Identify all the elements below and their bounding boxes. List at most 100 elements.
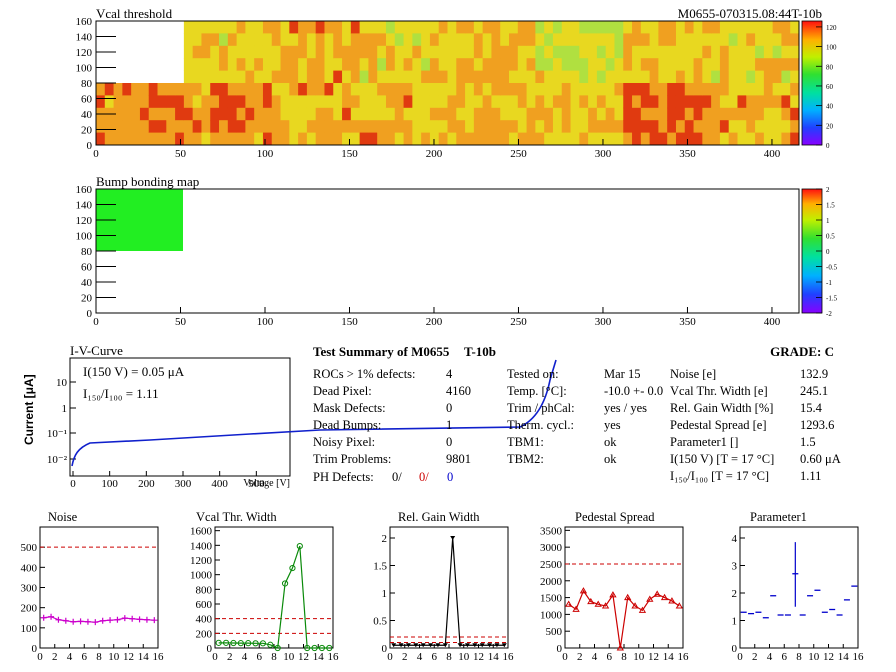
vcal-map-cell bbox=[579, 95, 589, 109]
vcal-map-cell bbox=[588, 83, 598, 96]
vcal-map-cell bbox=[684, 95, 694, 109]
vcal-map-cell bbox=[262, 33, 273, 47]
vcal-map-cell bbox=[438, 132, 448, 146]
vcal-map-cell bbox=[342, 107, 352, 121]
vcal-map-x-tick-label: 350 bbox=[679, 148, 696, 160]
roc-plot-point bbox=[215, 639, 222, 646]
vcal-map-cell bbox=[535, 83, 545, 96]
vcal-map-cell bbox=[324, 21, 334, 34]
bump-map-x-tick-label: 350 bbox=[679, 316, 696, 328]
vcal-map-cell bbox=[219, 83, 229, 96]
vcal-map-cell bbox=[385, 70, 396, 84]
vcal-map-cell bbox=[368, 107, 378, 121]
vcal-map-cell bbox=[280, 95, 290, 109]
vcal-map-cell bbox=[473, 58, 484, 71]
roc-plot-y-tick-label: 2500 bbox=[540, 559, 563, 571]
vcal-map-cell bbox=[113, 132, 123, 146]
vcal-map-cell bbox=[772, 132, 782, 146]
vcal-map-cell bbox=[131, 107, 141, 121]
roc-plot-y-tick-label: 300 bbox=[21, 583, 38, 595]
roc-plot-point bbox=[624, 593, 632, 601]
vcal-map-cell bbox=[122, 120, 132, 133]
vcal-map-cell bbox=[491, 21, 501, 34]
vcal-map-cell bbox=[148, 132, 158, 146]
vcal-map-cell bbox=[623, 107, 633, 121]
vcal-map-cell bbox=[667, 132, 677, 146]
vcal-map-cell bbox=[254, 70, 264, 84]
vcal-map-cell bbox=[693, 132, 703, 146]
vcal-map-cell bbox=[306, 132, 317, 146]
roc-plot-x-tick-label: 10 bbox=[633, 651, 645, 663]
vcal-map-cell bbox=[245, 58, 255, 71]
roc-plot-point bbox=[464, 643, 470, 648]
vcal-map-cell bbox=[447, 21, 457, 34]
vcal-map-cell bbox=[157, 132, 167, 146]
vcal-map-cell bbox=[702, 83, 712, 96]
vcal-map-cell bbox=[491, 120, 501, 133]
roc-plot-series-line bbox=[393, 537, 505, 646]
vcal-map-cell bbox=[614, 21, 624, 34]
vcal-map-cell bbox=[561, 58, 571, 71]
vcal-map-cell bbox=[763, 83, 774, 96]
vcal-map-cell bbox=[377, 132, 387, 146]
roc-plot-point bbox=[114, 616, 121, 623]
roc-plot-point bbox=[450, 536, 456, 540]
vcal-map-cell bbox=[517, 107, 527, 121]
vcal-map-cell bbox=[298, 83, 308, 96]
vcal-map-cell bbox=[623, 120, 633, 133]
vcal-map-cell bbox=[561, 21, 571, 34]
vcal-map-cell bbox=[588, 132, 598, 146]
bump-map-frame bbox=[95, 188, 800, 314]
vcal-map-cell bbox=[702, 107, 712, 121]
vcal-map-cell bbox=[614, 95, 624, 109]
vcal-map-cell bbox=[561, 120, 571, 133]
vcal-map-cell bbox=[139, 83, 150, 96]
vcal-map-cell bbox=[623, 95, 633, 109]
vcal-map-cell bbox=[719, 132, 730, 146]
vcal-map-cell bbox=[148, 107, 158, 121]
vcal-map-cell bbox=[254, 132, 264, 146]
vcal-map-cell bbox=[772, 95, 782, 109]
vcal-map-cell bbox=[429, 21, 440, 34]
vcal-map-cell bbox=[517, 33, 527, 47]
vcal-map-cell bbox=[183, 107, 194, 121]
vcal-map-cell bbox=[262, 132, 273, 146]
vcal-map-cell bbox=[552, 33, 563, 47]
roc-plot-point bbox=[84, 618, 91, 625]
vcal-map-cell bbox=[298, 107, 308, 121]
vcal-map-cell bbox=[640, 21, 651, 34]
roc-plot-x-tick-label: 14 bbox=[663, 651, 675, 663]
roc-plot-y-tick-label: 200 bbox=[196, 628, 213, 640]
vcal-map-cell bbox=[342, 120, 352, 133]
scale-tick-label: 0 bbox=[826, 142, 830, 150]
roc-plot-x-tick-label: 0 bbox=[212, 651, 218, 663]
vcal-map-cell bbox=[526, 21, 536, 34]
vcal-map-cell bbox=[447, 95, 457, 109]
vcal-map-cell bbox=[280, 83, 290, 96]
roc-plot-x-tick-label: 4 bbox=[242, 651, 248, 663]
vcal-map-cell bbox=[693, 21, 703, 34]
roc-plot-point bbox=[413, 643, 419, 648]
scale-tick-label: 0.5 bbox=[826, 233, 835, 241]
vcal-map-cell bbox=[421, 120, 431, 133]
roc-plot-point bbox=[237, 640, 244, 647]
roc-plot-point bbox=[487, 643, 493, 648]
vcal-map-cell bbox=[254, 45, 264, 59]
vcal-map-cell bbox=[482, 21, 492, 34]
bump-color-scale-ticks: -2 -1.5 -1 -0.5 0 0.5 1 1.5 2 bbox=[816, 186, 838, 318]
roc-plot-y-tick-label: 1000 bbox=[190, 570, 213, 582]
vcal-map-cell bbox=[219, 21, 229, 34]
vcal-map-cell bbox=[772, 70, 782, 84]
vcal-map-cell bbox=[588, 95, 598, 109]
vcal-map-cell bbox=[763, 132, 774, 146]
vcal-map-cell bbox=[96, 95, 106, 109]
vcal-map-cell bbox=[236, 120, 246, 133]
vcal-map-cell bbox=[737, 58, 747, 71]
vcal-map-cell bbox=[544, 107, 554, 121]
bump-map-y-tick-label: 120 bbox=[76, 215, 93, 227]
bump-map-x-axis: 0 50 100 150 200 250 300 350 400 bbox=[93, 307, 781, 328]
roc-plot-y-tick-label: 2 bbox=[732, 588, 738, 600]
